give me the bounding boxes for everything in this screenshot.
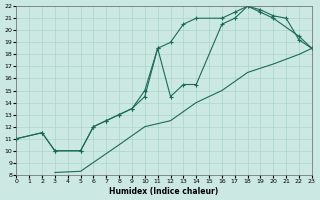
X-axis label: Humidex (Indice chaleur): Humidex (Indice chaleur) — [109, 187, 219, 196]
